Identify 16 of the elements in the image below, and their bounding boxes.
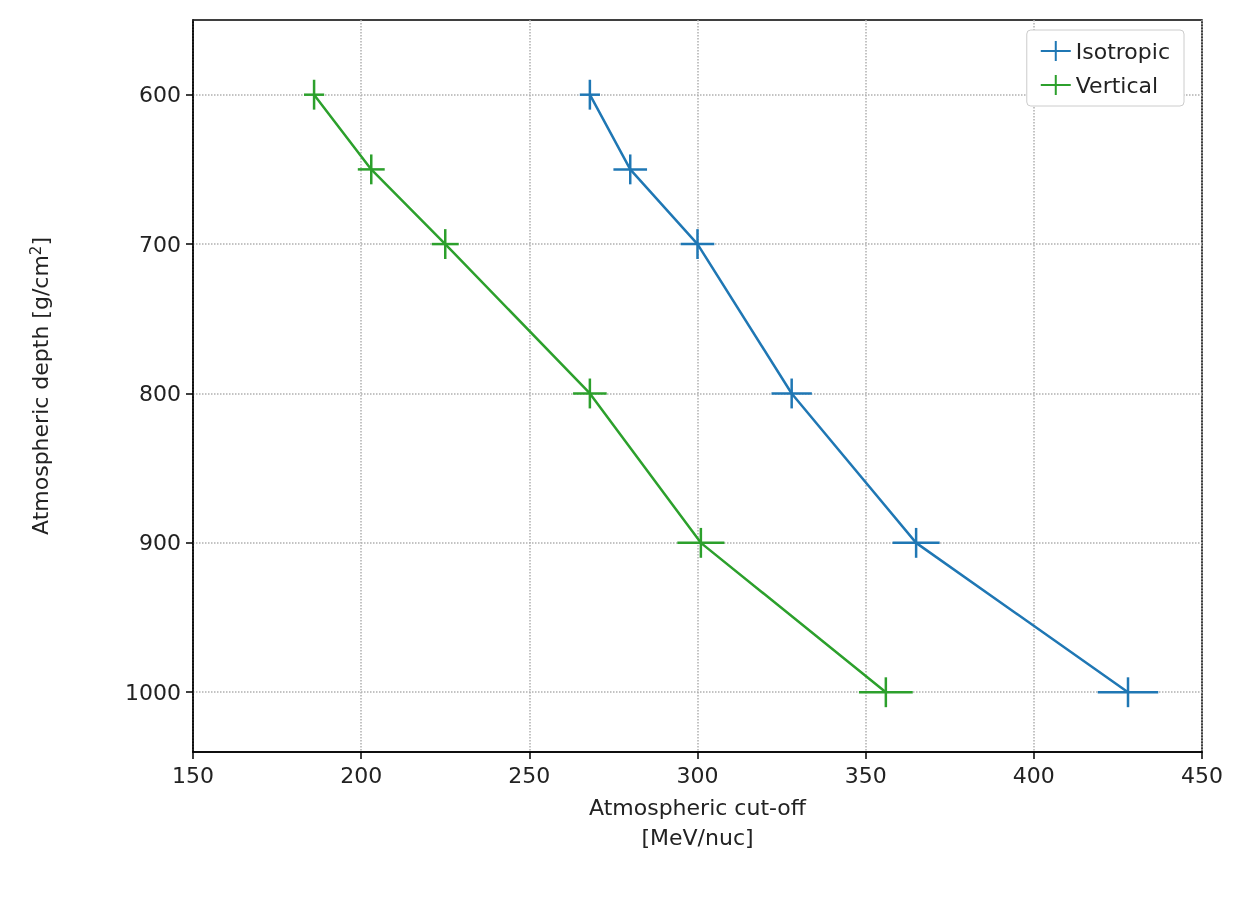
legend-label: Isotropic (1075, 38, 1170, 64)
y-tick-label: 900 (139, 530, 181, 556)
x-tick-label: 450 (1181, 762, 1223, 788)
x-tick-label: 250 (508, 762, 551, 788)
y-tick-label: 1000 (125, 679, 181, 705)
y-tick-label: 700 (139, 231, 181, 257)
y-axis-title: Atmospheric depth [g/cm2] (26, 237, 53, 535)
legend-label: Vertical (1075, 72, 1159, 98)
y-tick-label: 600 (139, 82, 181, 108)
x-tick-label: 300 (676, 762, 719, 788)
x-tick-label: 200 (340, 762, 383, 788)
x-tick-label: 350 (844, 762, 887, 788)
x-tick-label: 150 (172, 762, 214, 788)
x-axis-title: Atmospheric cut-off [MeV/nuc] (589, 794, 807, 850)
x-tick-label: 400 (1012, 762, 1055, 788)
y-tick-label: 800 (139, 380, 181, 406)
